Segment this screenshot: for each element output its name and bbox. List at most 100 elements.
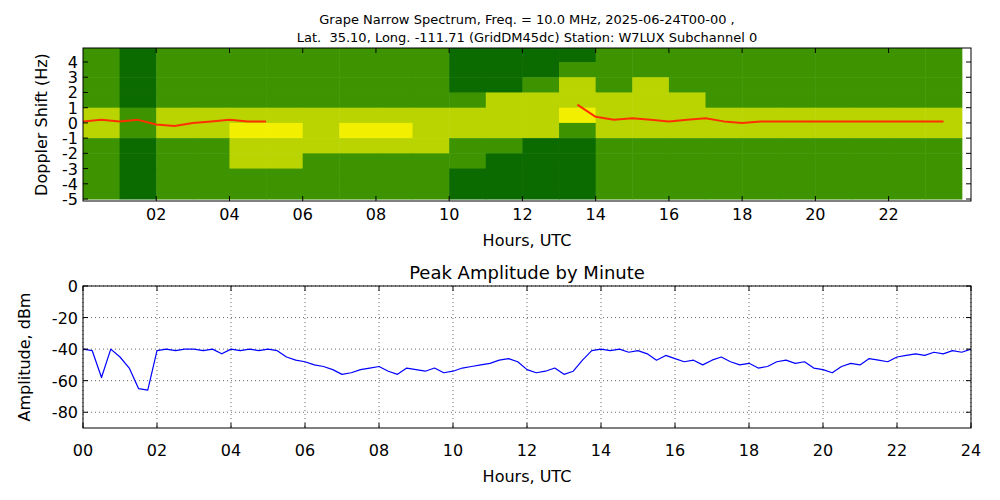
tick xyxy=(83,107,88,108)
tick xyxy=(231,423,232,428)
heatmap-cell xyxy=(706,48,743,63)
tick xyxy=(966,92,971,93)
tick xyxy=(379,286,380,291)
heatmap-cell xyxy=(852,92,889,108)
tick xyxy=(966,138,971,139)
heatmap-cell xyxy=(156,184,193,200)
tick xyxy=(668,48,669,53)
heatmap-cell xyxy=(706,92,743,108)
heatmap-cell xyxy=(449,153,486,169)
heatmap-cell xyxy=(413,77,450,93)
heatmap-cell xyxy=(596,138,633,154)
tick xyxy=(823,423,824,428)
tick-label: -80 xyxy=(52,403,78,422)
heatmap-cell xyxy=(596,153,633,169)
heatmap-cell xyxy=(815,138,852,154)
tick xyxy=(966,286,971,287)
tick xyxy=(888,196,889,201)
tick-label: 18 xyxy=(739,441,759,460)
heatmap-cell xyxy=(120,184,157,200)
heatmap-cell xyxy=(925,77,962,93)
tick xyxy=(83,317,88,318)
tick-label: 02 xyxy=(147,441,167,460)
heatmap-cell xyxy=(303,48,340,63)
tick xyxy=(83,153,88,154)
grid-line xyxy=(527,286,528,428)
tick-label: 04 xyxy=(219,205,239,224)
tick xyxy=(302,196,303,201)
tick xyxy=(966,62,971,63)
heatmap-cell xyxy=(486,123,523,139)
heatmap-cell xyxy=(413,62,450,78)
heatmap-cell xyxy=(120,77,157,93)
heatmap-cell xyxy=(742,77,779,93)
tick xyxy=(379,423,380,428)
tick xyxy=(83,349,88,350)
tick xyxy=(83,286,84,291)
heatmap-cell xyxy=(522,108,559,124)
heatmap-cell xyxy=(229,48,266,63)
heatmap-cell xyxy=(449,108,486,124)
chart-subtitle: Lat. 35.10, Long. -111.71 (GridDM45dc) S… xyxy=(297,30,758,45)
heatmap-cell xyxy=(925,123,962,139)
tick xyxy=(156,48,157,53)
heatmap-cell xyxy=(596,123,633,139)
tick xyxy=(815,196,816,201)
tick-label: 12 xyxy=(512,205,532,224)
heatmap-cell xyxy=(193,77,230,93)
heatmap-cell xyxy=(229,138,266,154)
heatmap-cell xyxy=(925,62,962,78)
heatmap-cell xyxy=(522,77,559,93)
tick xyxy=(83,92,88,93)
heatmap-cell xyxy=(413,184,450,200)
tick xyxy=(749,286,750,291)
heatmap-cell xyxy=(706,153,743,169)
x-axis-title: Hours, UTC xyxy=(483,231,572,250)
chart-title: Grape Narrow Spectrum, Freq. = 10.0 MHz,… xyxy=(319,12,734,27)
grid-line xyxy=(157,286,158,428)
heatmap-cell xyxy=(193,48,230,63)
heatmap-cell xyxy=(449,123,486,139)
heatmap-cell xyxy=(376,62,413,78)
tick xyxy=(897,286,898,291)
heatmap-cell xyxy=(339,153,376,169)
heatmap-cell xyxy=(559,77,596,93)
tick-label: 08 xyxy=(369,441,389,460)
heatmap-cell xyxy=(815,123,852,139)
heatmap-cell xyxy=(559,153,596,169)
grid-line xyxy=(83,349,971,350)
heatmap-cell xyxy=(596,62,633,78)
heatmap-cell xyxy=(779,123,816,139)
heatmap-cell xyxy=(669,77,706,93)
tick xyxy=(966,122,971,123)
heatmap-cell xyxy=(815,169,852,185)
y-axis-title: Doppler Shift (Hz) xyxy=(32,53,51,196)
heatmap-cell xyxy=(632,153,669,169)
heatmap-cell xyxy=(669,169,706,185)
heatmap-cell xyxy=(413,153,450,169)
grid-line xyxy=(83,412,971,413)
tick xyxy=(453,286,454,291)
heatmap-cell xyxy=(779,62,816,78)
heatmap-cell xyxy=(83,48,120,63)
tick-label: 10 xyxy=(443,441,463,460)
tick xyxy=(966,412,971,413)
heatmap-cell xyxy=(889,62,926,78)
heatmap-cell xyxy=(156,77,193,93)
heatmap-cell xyxy=(120,92,157,108)
heatmap-cell xyxy=(559,123,596,139)
heatmap-cell xyxy=(486,138,523,154)
heatmap-cell xyxy=(229,77,266,93)
heatmap-cell xyxy=(303,77,340,93)
tick xyxy=(522,48,523,53)
heatmap-cell xyxy=(742,92,779,108)
tick xyxy=(375,196,376,201)
tick-label: -60 xyxy=(52,372,78,391)
heatmap-cell xyxy=(632,77,669,93)
heatmap-cell xyxy=(120,138,157,154)
heatmap-cell xyxy=(486,108,523,124)
heatmap-cell xyxy=(486,62,523,78)
heatmap-cell xyxy=(156,92,193,108)
tick xyxy=(749,423,750,428)
heatmap-cell xyxy=(889,123,926,139)
